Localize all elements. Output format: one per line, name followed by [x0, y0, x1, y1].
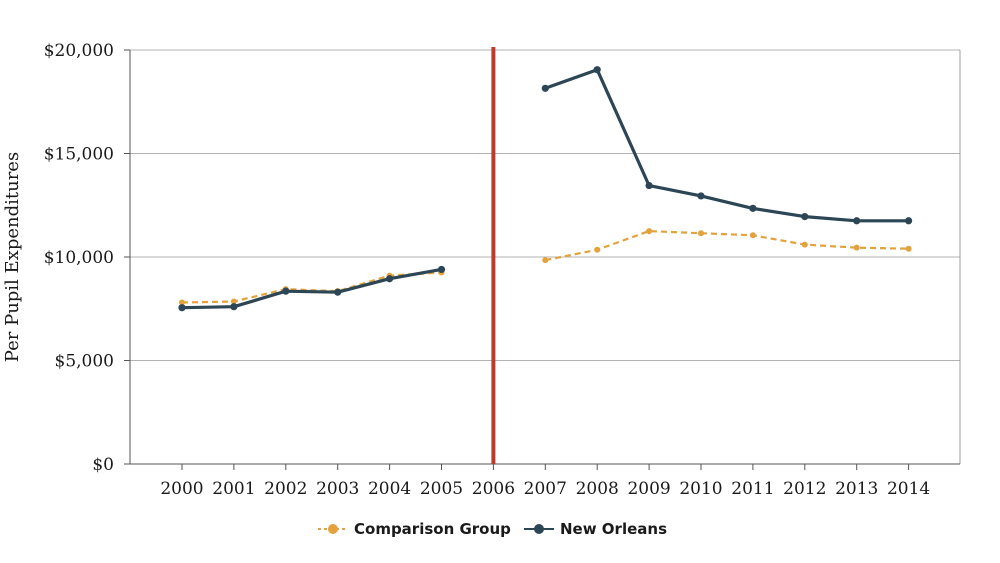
x-tick-label: 2001: [212, 479, 255, 499]
data-point: [801, 213, 809, 221]
legend-label: Comparison Group: [354, 520, 511, 538]
grid-layer: [130, 49, 960, 361]
data-point: [593, 66, 601, 74]
data-point: [594, 246, 601, 253]
data-point: [905, 217, 913, 225]
data-point: [437, 265, 446, 274]
x-tick-label: 2010: [679, 479, 722, 499]
y-axis-label: Per Pupil Expenditures: [2, 152, 23, 362]
data-point: [541, 84, 549, 92]
legend-label: New Orleans: [560, 520, 667, 538]
x-tick-label: 2006: [472, 479, 515, 499]
x-tick-label: 2009: [627, 479, 670, 499]
x-tick-label: 2005: [420, 479, 463, 499]
x-tick-label: 2008: [576, 479, 619, 499]
data-point: [698, 230, 704, 237]
axis-layer: [124, 49, 961, 470]
y-tick-label: $20,000: [44, 41, 114, 61]
series-line: [181, 267, 442, 310]
x-tick-label: 2011: [731, 479, 774, 499]
legend-swatch-marker: [534, 524, 544, 534]
legend-swatch-marker: [328, 524, 338, 534]
x-tick-label: 2002: [264, 479, 307, 499]
x-tick-label: 2014: [887, 479, 930, 499]
data-point: [542, 257, 549, 264]
x-tick-label: 2007: [524, 479, 567, 499]
y-tick-label: $10,000: [44, 248, 114, 268]
data-point: [230, 303, 238, 311]
y-tick-labels: $0 $5,000 $10,000 $15,000 $20,000: [44, 41, 114, 475]
data-point: [905, 245, 912, 252]
x-tick-labels: 2000 2001 2002 2003 2004 2005 2006 2007 2008 2009…: [160, 479, 930, 499]
data-point: [749, 204, 757, 212]
series-layer: [178, 66, 913, 312]
series-line: [545, 230, 909, 262]
legend-item: Comparison Group: [318, 520, 511, 538]
data-point: [749, 232, 756, 239]
data-point: [334, 288, 342, 296]
series-line: [544, 68, 909, 223]
y-tick-label: $0: [92, 455, 114, 475]
y-tick-label: $15,000: [44, 145, 114, 165]
series-comparison-group: [179, 228, 912, 306]
y-tick-label: $5,000: [55, 352, 114, 372]
legend-item: New Orleans: [524, 520, 667, 538]
data-point: [697, 192, 705, 200]
data-point: [178, 304, 186, 312]
data-point: [801, 241, 808, 248]
data-point: [645, 181, 653, 190]
data-point: [230, 298, 237, 305]
x-tick-label: 2000: [160, 479, 203, 499]
x-tick-label: 2012: [783, 479, 826, 499]
data-point: [646, 228, 653, 235]
x-tick-label: 2003: [316, 479, 359, 499]
x-tick-label: 2013: [835, 479, 878, 499]
data-point: [853, 244, 860, 251]
series-new-orleans: [178, 66, 913, 312]
x-tick-label: 2004: [368, 479, 411, 499]
legend: Comparison Group New Orleans: [318, 520, 667, 538]
data-point: [179, 299, 185, 306]
data-point: [282, 287, 290, 295]
data-point: [386, 275, 394, 283]
data-point: [853, 217, 861, 225]
